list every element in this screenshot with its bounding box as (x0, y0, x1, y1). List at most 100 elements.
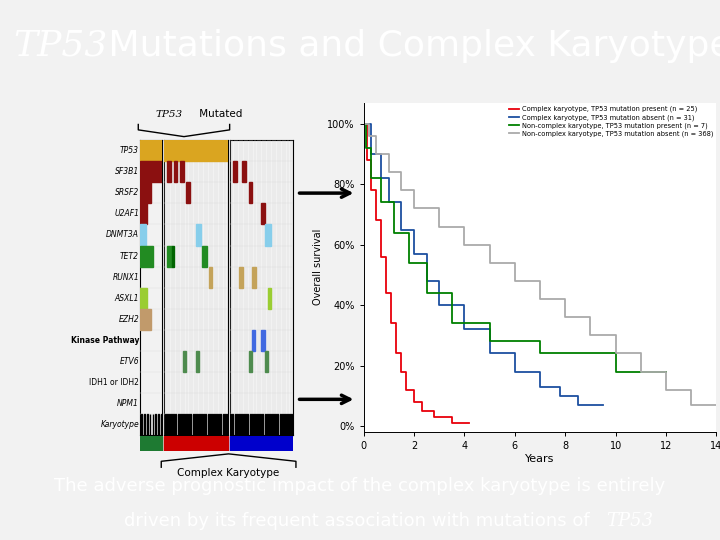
Bar (258, 414, 259, 435)
Text: DNMT3A: DNMT3A (106, 231, 139, 240)
Bar (207, 414, 209, 435)
Text: SRSF2: SRSF2 (114, 188, 139, 198)
Text: TP53: TP53 (156, 110, 182, 119)
Bar (196, 350, 199, 372)
Bar (282, 414, 283, 435)
Bar (140, 246, 153, 267)
Bar (275, 414, 276, 435)
Bar (167, 246, 172, 267)
Bar (140, 140, 162, 161)
Bar (264, 350, 268, 372)
Bar (288, 414, 289, 435)
Bar (193, 414, 194, 435)
Bar (140, 204, 147, 225)
Text: Kinase Pathway: Kinase Pathway (71, 335, 139, 345)
Text: The adverse prognostic impact of the complex karyotype is entirely: The adverse prognostic impact of the com… (55, 477, 665, 495)
Bar (264, 225, 271, 246)
Bar (248, 183, 253, 204)
Bar (197, 414, 198, 435)
Bar (167, 414, 168, 435)
Bar (269, 414, 270, 435)
Bar (230, 414, 231, 435)
Bar (254, 414, 255, 435)
Bar (266, 414, 268, 435)
Bar (214, 414, 215, 435)
Text: TP53: TP53 (606, 512, 653, 530)
Bar (252, 329, 255, 350)
Bar (201, 414, 202, 435)
Bar (256, 414, 257, 435)
Text: TET2: TET2 (120, 252, 139, 260)
Bar (243, 414, 244, 435)
Bar (239, 414, 240, 435)
Text: Mutations and Complex Karyotypes: Mutations and Complex Karyotypes (97, 29, 720, 63)
Text: Karyotype: Karyotype (100, 420, 139, 429)
Bar (277, 414, 279, 435)
Bar (292, 414, 293, 435)
Bar (167, 161, 171, 183)
Y-axis label: Overall survival: Overall survival (313, 229, 323, 306)
Bar (284, 414, 285, 435)
Bar (210, 414, 211, 435)
Bar (252, 267, 256, 287)
Bar (195, 414, 196, 435)
Bar (262, 414, 264, 435)
Text: Complex Karyotype: Complex Karyotype (177, 468, 280, 477)
Text: IDH1 or IDH2: IDH1 or IDH2 (89, 377, 139, 387)
Bar (243, 161, 246, 183)
Text: SF3B1: SF3B1 (114, 167, 139, 177)
Bar (140, 308, 151, 329)
Bar (178, 414, 179, 435)
Legend: Complex karyotype, TP53 mutation present (n = 25), Complex karyotype, TP53 mutat: Complex karyotype, TP53 mutation present… (509, 106, 713, 137)
Bar (169, 414, 170, 435)
Bar (250, 414, 251, 435)
Bar (220, 414, 222, 435)
Text: U2AF1: U2AF1 (114, 210, 139, 219)
Bar (199, 414, 200, 435)
Bar (261, 204, 265, 225)
Bar (271, 414, 272, 435)
Bar (237, 414, 238, 435)
Bar (182, 414, 183, 435)
Bar (205, 414, 207, 435)
Bar (241, 414, 242, 435)
Text: TP53: TP53 (13, 29, 107, 63)
Bar (203, 414, 204, 435)
Text: TP53: TP53 (120, 146, 139, 156)
Bar (165, 414, 166, 435)
Bar (230, 436, 293, 451)
Bar (164, 436, 228, 451)
Bar (212, 414, 213, 435)
Bar (186, 414, 187, 435)
Text: driven by its frequent association with mutations of: driven by its frequent association with … (125, 512, 595, 530)
X-axis label: Years: Years (526, 454, 554, 464)
Bar (140, 436, 162, 451)
Bar (174, 161, 177, 183)
Bar (279, 414, 281, 435)
Bar (164, 140, 228, 161)
Bar (290, 414, 291, 435)
Bar (248, 350, 252, 372)
Bar (233, 161, 237, 183)
Text: EZH2: EZH2 (118, 315, 139, 323)
Bar (239, 267, 243, 287)
Bar (172, 246, 174, 267)
Bar (180, 161, 184, 183)
Bar (140, 287, 147, 308)
Bar (218, 414, 220, 435)
Bar (273, 414, 274, 435)
Text: ETV6: ETV6 (120, 356, 139, 366)
Bar (222, 414, 223, 435)
Bar (264, 414, 266, 435)
Bar (227, 414, 228, 435)
Text: ASXL1: ASXL1 (114, 294, 139, 302)
Bar (202, 246, 207, 267)
Text: RUNX1: RUNX1 (112, 273, 139, 281)
Bar (196, 225, 201, 246)
Text: NPM1: NPM1 (117, 399, 139, 408)
Bar (268, 287, 271, 308)
Bar (252, 414, 253, 435)
Bar (171, 414, 172, 435)
Bar (186, 183, 190, 204)
Bar (140, 225, 145, 246)
